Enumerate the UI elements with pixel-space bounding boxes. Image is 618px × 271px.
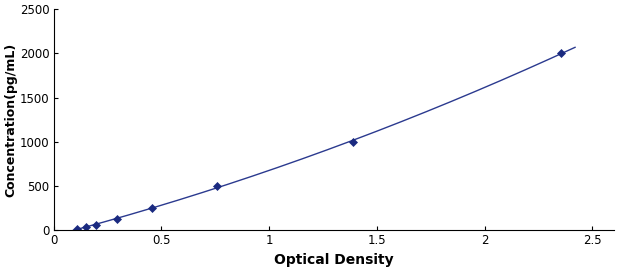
Y-axis label: Concentration(pg/mL): Concentration(pg/mL)	[4, 43, 17, 197]
X-axis label: Optical Density: Optical Density	[274, 253, 394, 267]
